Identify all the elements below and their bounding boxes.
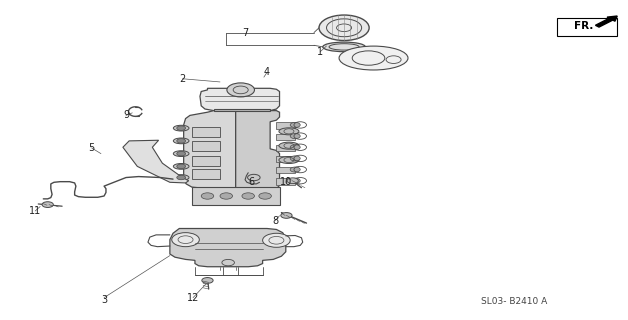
Text: SL03- B2410 A: SL03- B2410 A <box>482 297 548 306</box>
Polygon shape <box>236 111 279 189</box>
Circle shape <box>290 123 300 127</box>
Ellipse shape <box>279 156 299 164</box>
FancyBboxPatch shape <box>276 123 295 129</box>
Text: 10: 10 <box>279 177 292 187</box>
FancyBboxPatch shape <box>557 18 617 36</box>
Ellipse shape <box>339 46 408 70</box>
Circle shape <box>290 145 300 150</box>
Text: 3: 3 <box>101 294 107 305</box>
Ellipse shape <box>173 125 189 131</box>
Polygon shape <box>183 111 236 189</box>
FancyBboxPatch shape <box>192 169 220 179</box>
FancyBboxPatch shape <box>276 145 295 151</box>
Polygon shape <box>214 109 270 111</box>
Polygon shape <box>200 88 279 111</box>
Circle shape <box>202 277 213 283</box>
Polygon shape <box>192 187 279 204</box>
Circle shape <box>290 178 300 183</box>
Text: 11: 11 <box>29 206 41 216</box>
Circle shape <box>201 193 214 199</box>
Circle shape <box>247 174 260 181</box>
Ellipse shape <box>173 164 189 169</box>
Ellipse shape <box>173 138 189 144</box>
Text: FR.: FR. <box>574 21 593 31</box>
Circle shape <box>220 193 232 199</box>
Circle shape <box>290 133 300 139</box>
Text: 5: 5 <box>89 143 95 153</box>
Circle shape <box>176 175 185 180</box>
Circle shape <box>290 156 300 161</box>
Text: 2: 2 <box>179 74 185 84</box>
Circle shape <box>176 139 185 143</box>
Circle shape <box>176 164 185 169</box>
Ellipse shape <box>323 42 365 52</box>
Circle shape <box>42 202 53 207</box>
Circle shape <box>176 151 185 156</box>
Circle shape <box>263 233 290 247</box>
Text: 4: 4 <box>264 68 270 77</box>
FancyBboxPatch shape <box>276 156 295 162</box>
Text: 1: 1 <box>317 47 323 57</box>
Ellipse shape <box>173 151 189 156</box>
Circle shape <box>319 15 369 41</box>
Circle shape <box>281 212 292 218</box>
Text: 9: 9 <box>123 110 129 120</box>
FancyBboxPatch shape <box>192 156 220 166</box>
Polygon shape <box>170 228 286 267</box>
Circle shape <box>287 178 298 184</box>
Circle shape <box>227 83 254 97</box>
Text: 7: 7 <box>242 28 248 37</box>
Text: 12: 12 <box>187 293 199 303</box>
FancyBboxPatch shape <box>276 133 295 140</box>
Ellipse shape <box>173 175 189 180</box>
Circle shape <box>290 167 300 172</box>
FancyBboxPatch shape <box>276 178 295 185</box>
FancyBboxPatch shape <box>192 141 220 151</box>
FancyBboxPatch shape <box>276 167 295 173</box>
FancyBboxPatch shape <box>192 127 220 137</box>
Polygon shape <box>123 140 188 183</box>
Circle shape <box>222 260 234 266</box>
Circle shape <box>242 193 254 199</box>
Ellipse shape <box>279 142 299 149</box>
Circle shape <box>176 126 185 130</box>
Circle shape <box>259 193 271 199</box>
Text: 8: 8 <box>272 216 278 226</box>
Text: 6: 6 <box>248 177 254 187</box>
Ellipse shape <box>279 128 299 135</box>
Circle shape <box>172 233 199 247</box>
FancyArrow shape <box>595 16 617 27</box>
